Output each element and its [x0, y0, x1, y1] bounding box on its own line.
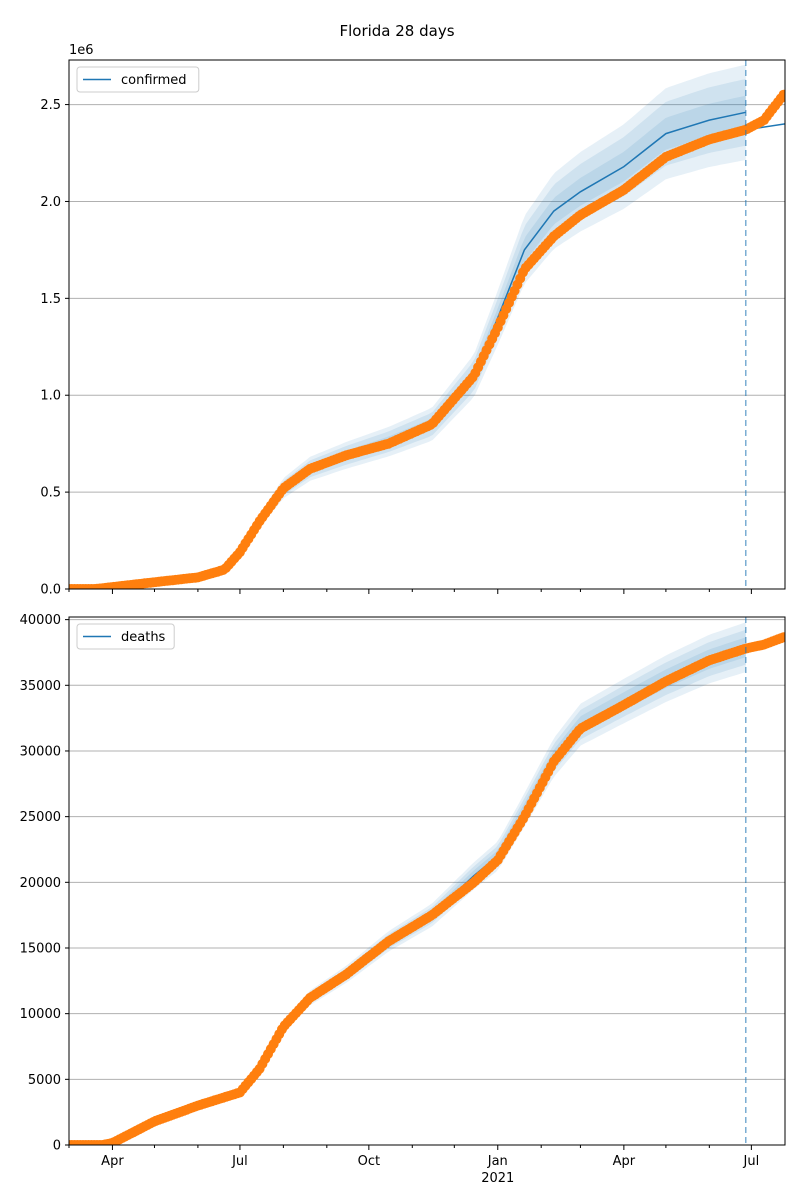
y-tick-label: 2.0 — [40, 195, 61, 210]
y-tick-label: 2.5 — [40, 98, 61, 113]
y-tick-label: 25000 — [20, 810, 61, 825]
plot-area — [69, 622, 785, 1145]
x-tick-label: Oct — [358, 1154, 380, 1169]
y-tick-label: 0.5 — [40, 486, 61, 501]
axes-frame — [68, 59, 786, 590]
y-tick-label: 10000 — [20, 1007, 61, 1022]
y-tick-label: 35000 — [20, 679, 61, 694]
legend-box — [76, 66, 200, 93]
model-line — [69, 646, 747, 1145]
observed-point — [778, 632, 785, 643]
deaths-panel: 0 5000 10000 15000 20000 25000 30000 35000 40000… — [20, 613, 786, 1186]
uncertainty-band — [69, 629, 746, 1145]
x-tick-label: Jul — [231, 1154, 248, 1169]
uncertainty-band — [69, 637, 746, 1145]
uncertainty-band — [69, 64, 746, 589]
y-tick-label: 40000 — [20, 613, 61, 628]
x-tick-label: Jan — [487, 1154, 508, 1169]
y-tick-label: 1.5 — [40, 292, 61, 307]
y-tick-label: 5000 — [28, 1073, 61, 1088]
legend-label: deaths — [121, 630, 166, 645]
y-exponent-label: 1e6 — [69, 43, 94, 58]
uncertainty-band — [69, 79, 746, 589]
legend: deaths — [76, 623, 175, 650]
y-tick-label: 0.0 — [40, 583, 61, 598]
x-tick-label: Apr — [613, 1154, 636, 1169]
y-tick-label: 20000 — [20, 876, 61, 891]
legend-box — [76, 623, 175, 650]
axes-frame — [68, 616, 786, 1146]
legend-label: confirmed — [121, 73, 187, 88]
legend: confirmed — [76, 66, 200, 93]
y-tick-label: 0 — [53, 1139, 61, 1154]
y-tick-label: 15000 — [20, 941, 61, 956]
chart-title: Florida 28 days — [339, 22, 454, 40]
observed-point — [778, 89, 785, 100]
x-year-label: 2021 — [481, 1171, 514, 1186]
y-tick-label: 30000 — [20, 744, 61, 759]
plot-area — [69, 64, 785, 589]
x-tick-label: Apr — [101, 1154, 124, 1169]
y-tick-label: 1.0 — [40, 389, 61, 404]
confirmed-panel: 0.0 0.5 1.0 1.5 2.0 2.5 1e6 confirmed — [40, 43, 786, 598]
x-tick-label: Jul — [743, 1154, 760, 1169]
uncertainty-band — [69, 95, 746, 589]
